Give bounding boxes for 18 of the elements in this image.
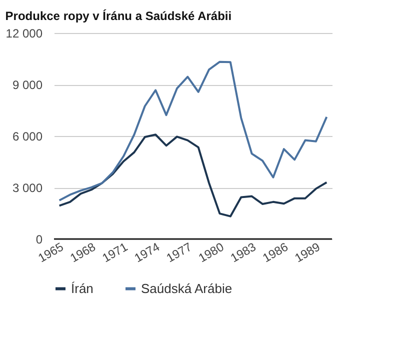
y-tick-label: 3 000 — [12, 181, 43, 195]
x-tick-label: 1989 — [292, 240, 323, 266]
y-tick-label: 0 — [36, 232, 43, 246]
x-tick-label: 1968 — [68, 240, 98, 266]
y-tick-label: 9 000 — [12, 78, 43, 92]
x-tick-label: 1986 — [260, 240, 291, 266]
y-tick-label: 6 000 — [12, 130, 43, 144]
x-tick-label: 1983 — [228, 240, 259, 266]
legend-label: Saúdská Arábie — [141, 280, 232, 296]
y-tick-label: 12 000 — [6, 26, 43, 40]
legend-label: Írán — [71, 280, 94, 296]
x-tick-label: 1971 — [100, 240, 130, 266]
line-series — [58, 60, 328, 202]
line-series — [58, 134, 328, 218]
x-tick-label: 1974 — [132, 240, 162, 266]
x-tick-label: 1977 — [164, 240, 194, 266]
x-tick-label: 1980 — [196, 240, 227, 266]
chart-title: Produkce ropy v Íránu a Saúdské Arábii — [5, 9, 232, 23]
